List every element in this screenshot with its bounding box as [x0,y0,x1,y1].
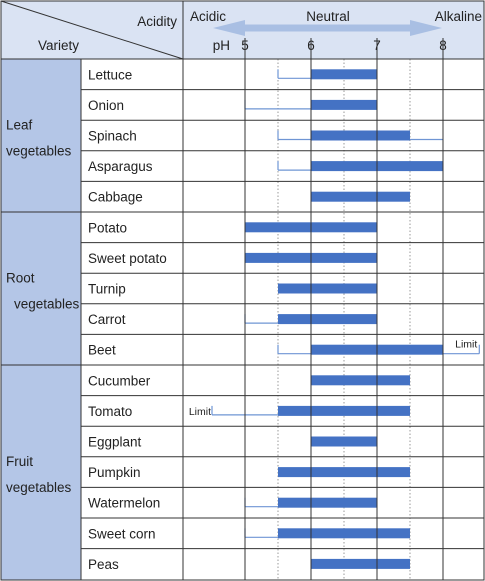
alkaline-label: Alkaline [435,9,482,24]
group-root-bg [1,212,81,365]
group-fruit-bg [1,365,81,580]
ph-scale-arrow [213,20,442,36]
variety-label: Beet [88,343,116,358]
optimal-range-bar [311,436,377,447]
variety-label: Pumpkin [88,465,141,480]
optimal-range-bar [278,467,410,478]
variety-label: Peas [88,557,119,572]
optimal-range-bar [278,283,377,294]
optimal-range-bar [278,497,377,508]
optimal-range-bar [278,314,377,325]
optimal-range-bar [278,528,410,539]
variety-label: Cucumber [88,373,151,388]
group-label: Root [6,271,35,286]
group-label: vegetables [14,297,80,312]
optimal-range-bar [311,375,410,386]
optimal-range-bar [278,405,410,416]
variety-label: Spinach [88,129,137,144]
header-diagonal [0,0,184,60]
variety-label: Sweet corn [88,526,156,541]
group-label: Leaf [6,118,33,133]
header-variety: Variety [38,38,79,53]
acidic-label: Acidic [190,9,226,24]
variety-label: Sweet potato [88,251,167,266]
limit-label: Limit [189,406,211,418]
optimal-range-bar [311,69,377,80]
group-leaf-bg [1,59,81,212]
ph-label: pH [213,38,230,53]
optimal-range-bar [311,130,410,141]
variety-label: Onion [88,98,124,113]
variety-label: Turnip [88,282,126,297]
neutral-label: Neutral [306,9,350,24]
variety-label: Eggplant [88,435,142,450]
variety-label: Asparagus [88,159,153,174]
group-label: Fruit [6,454,33,469]
variety-label: Tomato [88,404,132,419]
variety-label: Carrot [88,312,126,327]
group-label: vegetables [6,480,72,495]
variety-label: Lettuce [88,67,132,82]
optimal-range-bar [311,99,377,110]
variety-label: Watermelon [88,496,160,511]
header-acidity: Acidity [137,14,177,29]
optimal-range-bar [311,191,410,202]
variety-label: Cabbage [88,190,143,205]
limit-label: Limit [455,339,477,351]
optimal-range-bar [311,558,410,569]
variety-label: Potato [88,220,127,235]
group-label: vegetables [6,144,72,159]
